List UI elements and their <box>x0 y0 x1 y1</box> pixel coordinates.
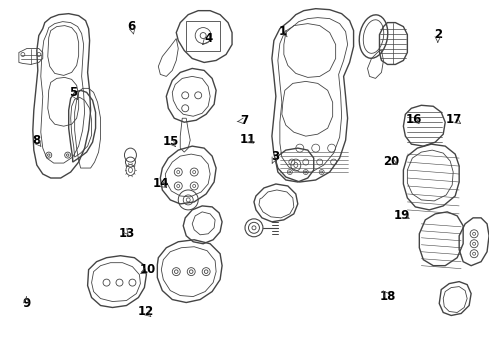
Text: 7: 7 <box>240 114 248 127</box>
Text: 3: 3 <box>271 150 279 163</box>
Text: 6: 6 <box>127 20 136 33</box>
Text: 4: 4 <box>204 32 213 45</box>
Bar <box>186 21 220 50</box>
Text: 12: 12 <box>137 306 153 319</box>
Text: 15: 15 <box>163 135 179 148</box>
Text: 8: 8 <box>32 134 40 147</box>
Text: 14: 14 <box>152 177 169 190</box>
Text: 16: 16 <box>405 113 421 126</box>
Text: 13: 13 <box>119 226 135 239</box>
Text: 11: 11 <box>239 133 256 146</box>
Text: 20: 20 <box>383 155 399 168</box>
Text: 2: 2 <box>434 28 442 41</box>
Text: 9: 9 <box>22 297 30 310</box>
Text: 18: 18 <box>380 290 396 303</box>
Text: 10: 10 <box>139 263 155 276</box>
Text: 1: 1 <box>279 25 287 38</box>
Text: 19: 19 <box>394 209 410 222</box>
Text: 17: 17 <box>446 113 462 126</box>
Text: 5: 5 <box>69 86 77 99</box>
